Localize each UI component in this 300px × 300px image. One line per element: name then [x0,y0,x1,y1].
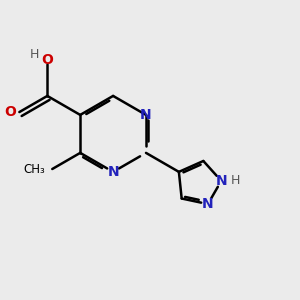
Text: H: H [29,48,39,61]
Text: N: N [215,174,227,188]
Text: N: N [202,197,214,211]
Text: N: N [107,165,119,179]
Text: H: H [231,174,240,188]
Text: O: O [41,53,53,67]
Text: O: O [4,105,16,119]
Text: N: N [140,108,152,122]
Text: CH₃: CH₃ [24,163,45,176]
